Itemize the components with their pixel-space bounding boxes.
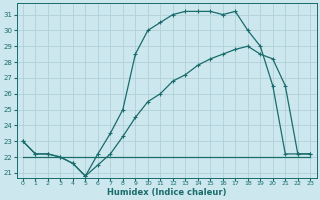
X-axis label: Humidex (Indice chaleur): Humidex (Indice chaleur) — [107, 188, 226, 197]
